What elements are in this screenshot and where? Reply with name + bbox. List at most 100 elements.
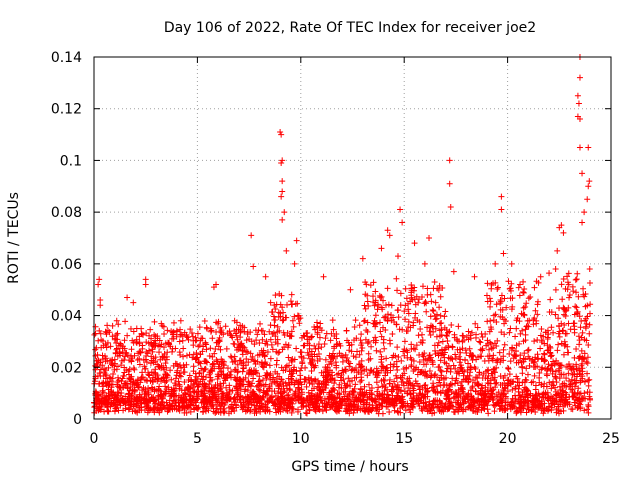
data-point-peak xyxy=(554,247,561,254)
data-point xyxy=(297,349,304,356)
data-point xyxy=(494,285,501,292)
data-point xyxy=(287,333,294,340)
data-point xyxy=(524,322,531,329)
data-point xyxy=(550,329,557,336)
data-point xyxy=(141,365,148,372)
data-point xyxy=(327,337,334,344)
data-point xyxy=(365,350,372,357)
data-point xyxy=(573,346,580,353)
data-point xyxy=(553,375,560,382)
data-point xyxy=(296,320,303,327)
data-point-peak xyxy=(278,193,285,200)
data-point xyxy=(127,401,134,408)
data-point xyxy=(428,298,435,305)
data-point xyxy=(572,303,579,310)
data-point xyxy=(387,340,394,347)
data-point xyxy=(395,314,402,321)
data-point xyxy=(96,327,103,334)
data-point xyxy=(256,339,263,346)
data-point xyxy=(385,301,392,308)
data-point xyxy=(501,341,508,348)
data-point xyxy=(175,406,182,413)
data-point xyxy=(389,331,396,338)
data-point xyxy=(547,352,554,359)
data-point xyxy=(309,381,316,388)
data-point xyxy=(430,328,437,335)
data-point xyxy=(500,346,507,353)
data-point xyxy=(329,317,336,324)
data-point xyxy=(412,310,419,317)
data-point xyxy=(455,323,462,330)
data-point xyxy=(512,333,519,340)
data-point xyxy=(571,354,578,361)
data-point xyxy=(512,385,519,392)
data-point xyxy=(478,330,485,337)
data-point xyxy=(398,357,405,364)
data-point xyxy=(586,330,593,337)
data-point xyxy=(346,360,353,367)
data-point xyxy=(361,302,368,309)
data-point xyxy=(318,344,325,351)
data-point xyxy=(577,324,584,331)
data-point xyxy=(554,347,561,354)
data-point xyxy=(209,335,216,342)
data-point xyxy=(151,331,158,338)
data-point xyxy=(437,357,444,364)
data-point xyxy=(486,346,493,353)
data-point xyxy=(520,278,527,285)
data-point-peak xyxy=(584,196,591,203)
chart-title: Day 106 of 2022, Rate Of TEC Index for r… xyxy=(164,20,536,36)
data-point xyxy=(264,348,271,355)
x-tick-label: 20 xyxy=(499,431,517,447)
data-point xyxy=(146,347,153,354)
x-tick-label: 25 xyxy=(602,431,620,447)
data-point xyxy=(321,341,328,348)
data-point-peak xyxy=(446,157,453,164)
data-point xyxy=(212,346,219,353)
data-point xyxy=(115,321,122,328)
data-point xyxy=(193,349,200,356)
data-point xyxy=(128,346,135,353)
data-point xyxy=(513,325,520,332)
data-point xyxy=(572,276,579,283)
data-point xyxy=(474,324,481,331)
data-point xyxy=(196,369,203,376)
data-point-peak xyxy=(279,216,286,223)
data-point-peak xyxy=(97,297,104,304)
data-point-peak xyxy=(113,317,120,324)
data-point xyxy=(170,319,177,326)
data-point xyxy=(484,318,491,325)
data-point-peak xyxy=(142,281,149,288)
data-point xyxy=(565,360,572,367)
data-point xyxy=(113,346,120,353)
data-point-peak xyxy=(142,276,149,283)
data-point xyxy=(365,381,372,388)
data-point xyxy=(272,317,279,324)
data-point xyxy=(432,299,439,306)
data-point xyxy=(478,353,485,360)
y-tick-label: 0.04 xyxy=(51,309,82,325)
data-point xyxy=(380,339,387,346)
data-point xyxy=(535,355,542,362)
data-point xyxy=(397,290,404,297)
data-point-peak xyxy=(411,240,418,247)
data-point xyxy=(486,295,493,302)
data-point xyxy=(435,339,442,346)
data-point xyxy=(234,361,241,368)
data-point-peak xyxy=(384,227,391,234)
y-axis-label: ROTI / TECUs xyxy=(6,192,22,284)
data-point xyxy=(559,296,566,303)
data-point xyxy=(104,322,111,329)
y-tick-label: 0.08 xyxy=(51,205,82,221)
data-point xyxy=(229,358,236,365)
data-point-peak xyxy=(283,247,290,254)
data-point xyxy=(570,320,577,327)
data-point xyxy=(402,316,409,323)
data-point xyxy=(180,353,187,360)
data-point xyxy=(485,410,492,417)
data-point xyxy=(552,286,559,293)
data-point xyxy=(270,329,277,336)
data-point xyxy=(437,293,444,300)
data-point-peak xyxy=(447,203,454,210)
data-point xyxy=(122,318,129,325)
